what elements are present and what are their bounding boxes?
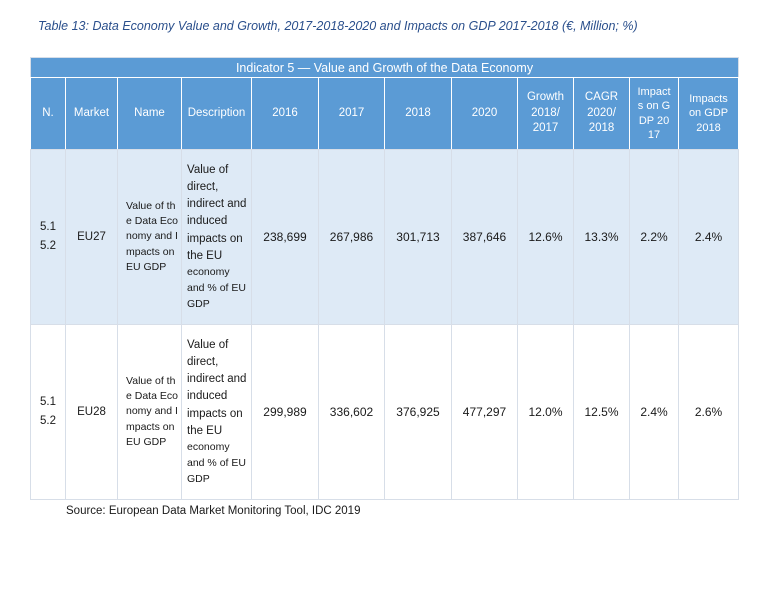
cell-2017: 336,602 bbox=[318, 324, 385, 500]
header-2018: 2018 bbox=[384, 77, 452, 150]
cell-impacts-2017: 2.4% bbox=[629, 324, 679, 500]
cell-impacts-2018: 2.6% bbox=[677, 324, 740, 500]
cell-2017: 267,986 bbox=[318, 149, 385, 325]
cell-n: 5.1 5.2 bbox=[30, 324, 66, 500]
cell-name: Value of the Data Economy and Impacts on… bbox=[117, 324, 182, 500]
header-name: Name bbox=[117, 77, 182, 150]
source-note: Source: European Data Market Monitoring … bbox=[66, 505, 361, 517]
cell-description: Value of direct, indirect and induced im… bbox=[181, 149, 252, 325]
cell-2018: 376,925 bbox=[384, 324, 452, 500]
cell-market: EU28 bbox=[65, 324, 118, 500]
data-economy-table: Indicator 5 — Value and Growth of the Da… bbox=[29, 57, 740, 500]
cell-impacts-2017: 2.2% bbox=[629, 149, 679, 325]
table-banner: Indicator 5 — Value and Growth of the Da… bbox=[29, 57, 740, 78]
header-impacts-2018: Impacts on GDP 2018 bbox=[677, 77, 740, 150]
header-2017: 2017 bbox=[318, 77, 385, 150]
header-market: Market bbox=[65, 77, 118, 150]
header-impacts-2017: Impacts on GDP 2017 bbox=[629, 77, 679, 150]
table-row: 5.1 5.2 EU27 Value of the Data Economy an… bbox=[30, 149, 740, 325]
header-cagr: CAGR 2020/ 2018 bbox=[573, 77, 630, 150]
cell-name: Value of the Data Economy and Impacts on… bbox=[117, 149, 182, 325]
table-caption: Table 13: Data Economy Value and Growth,… bbox=[38, 19, 638, 33]
cell-market: EU27 bbox=[65, 149, 118, 325]
cell-description: Value of direct, indirect and induced im… bbox=[181, 324, 252, 500]
cell-impacts-2018: 2.4% bbox=[677, 149, 740, 325]
header-2016: 2016 bbox=[251, 77, 319, 150]
header-growth: Growth 2018/ 2017 bbox=[517, 77, 574, 150]
cell-2018: 301,713 bbox=[384, 149, 452, 325]
cell-growth: 12.6% bbox=[517, 149, 574, 325]
table-row: 5.1 5.2 EU28 Value of the Data Economy an… bbox=[30, 324, 740, 500]
cell-2016: 238,699 bbox=[251, 149, 319, 325]
cell-n: 5.1 5.2 bbox=[30, 149, 66, 325]
header-description: Description bbox=[181, 77, 252, 150]
cell-2016: 299,989 bbox=[251, 324, 319, 500]
cell-2020: 477,297 bbox=[451, 324, 518, 500]
header-2020: 2020 bbox=[451, 77, 518, 150]
cell-2020: 387,646 bbox=[451, 149, 518, 325]
cell-cagr: 13.3% bbox=[573, 149, 630, 325]
cell-growth: 12.0% bbox=[517, 324, 574, 500]
cell-cagr: 12.5% bbox=[573, 324, 630, 500]
header-n: N. bbox=[30, 77, 66, 150]
